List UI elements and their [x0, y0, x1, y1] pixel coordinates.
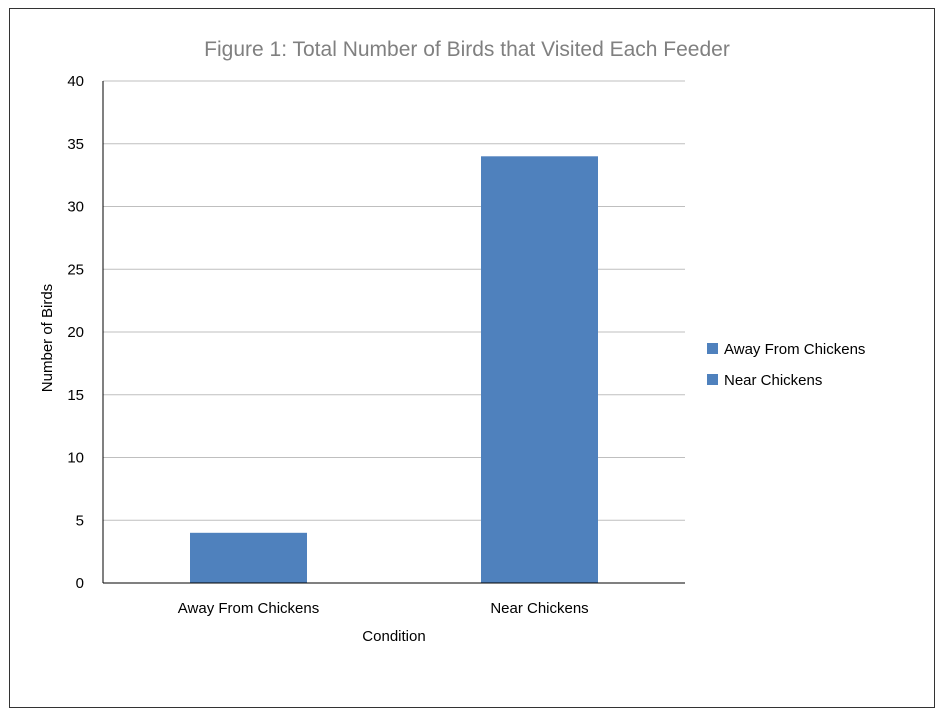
bar-chart: Figure 1: Total Number of Birds that Vis…: [39, 38, 865, 645]
y-tick-label: 5: [76, 512, 84, 529]
x-tick-label: Away From Chickens: [178, 600, 319, 617]
legend: Away From Chickens Near Chickens: [707, 341, 865, 389]
x-tick-label: Near Chickens: [490, 600, 588, 617]
legend-label: Near Chickens: [724, 372, 822, 389]
y-tick-label: 10: [67, 450, 84, 467]
y-tick-label: 15: [67, 387, 84, 404]
y-axis-ticks: 0 5 10 15 20 25 30 35 40: [67, 73, 84, 592]
chart-frame: [9, 8, 935, 708]
y-axis-label: Number of Birds: [39, 284, 56, 392]
bar-away-from-chickens: [190, 532, 307, 583]
legend-swatch: [707, 343, 718, 354]
y-tick-label: 0: [76, 575, 84, 592]
y-tick-label: 20: [67, 324, 84, 341]
y-tick-label: 35: [67, 136, 84, 153]
x-axis-label: Condition: [362, 628, 425, 645]
y-tick-label: 30: [67, 199, 84, 216]
y-tick-label: 40: [67, 73, 84, 90]
bar-near-chickens: [481, 156, 598, 584]
bars: [190, 156, 598, 584]
chart-title: Figure 1: Total Number of Birds that Vis…: [204, 38, 730, 61]
legend-label: Away From Chickens: [724, 341, 865, 358]
legend-swatch: [707, 374, 718, 385]
x-axis-ticks: Away From Chickens Near Chickens: [178, 600, 589, 617]
y-tick-label: 25: [67, 261, 84, 278]
